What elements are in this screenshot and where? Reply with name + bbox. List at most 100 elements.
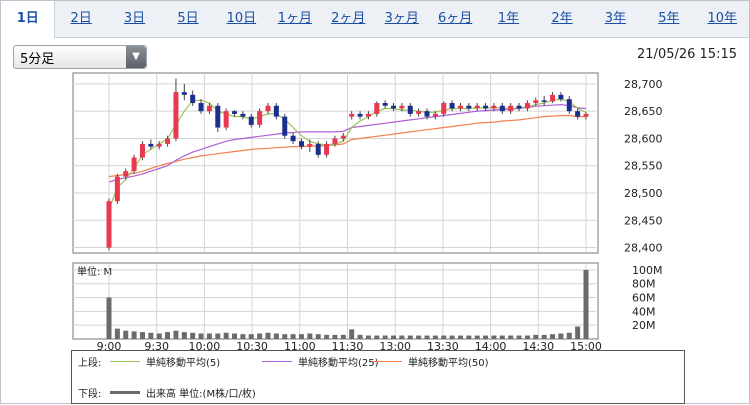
price-tick-label: 28,600 [624,132,663,145]
tab-13[interactable]: 10年 [707,11,738,26]
candle-body [156,143,162,147]
volume-bar [349,329,355,339]
interval-select-value: 5分足 [20,52,55,67]
legend-upper-label: 上段: [78,358,102,369]
candle-body [524,103,530,109]
tab-12[interactable]: 5年 [658,11,680,26]
volume-bar [407,335,413,339]
volume-bar [566,332,572,339]
candle-body [139,143,145,158]
volume-bar [165,332,171,339]
volume-tick-label: 100M [632,264,663,277]
price-tick-label: 28,400 [624,242,663,255]
candle-body [165,138,171,144]
interval-select[interactable]: 5分足 ▼ [13,45,147,69]
volume-bar [332,334,338,339]
price-tick-label: 28,700 [624,78,663,91]
tab-10[interactable]: 2年 [551,11,573,26]
candle-body [223,111,229,128]
candle-body [499,105,505,112]
volume-bar [541,334,547,339]
chart-datetime: 21/05/26 15:15 [637,47,737,62]
tab-9[interactable]: 1年 [497,11,520,26]
tab-3[interactable]: 5日 [177,11,199,26]
volume-bar [449,335,455,339]
volume-bar [499,335,505,339]
tab-7[interactable]: 3ヶ月 [384,11,419,26]
candle-body [307,143,313,147]
time-tick-label: 10:00 [189,340,221,353]
volume-bar [516,335,522,339]
candle-body [123,171,129,177]
candle-body [516,105,522,109]
time-tick-label: 9:30 [144,340,169,353]
volume-bar [524,335,530,339]
candle-body [550,94,556,102]
volume-bar [282,334,288,339]
volume-bar [290,334,296,339]
volume-bar [139,332,145,339]
candle-body [190,94,196,103]
candle-body [441,103,447,114]
candle-body [474,105,480,109]
tab-5[interactable]: 1ヶ月 [277,11,312,26]
tab-1[interactable]: 2日 [70,11,92,26]
ma5-swatch [110,361,140,362]
time-tick-label: 9:00 [97,340,122,353]
candle-body [566,99,572,112]
ma25-swatch [262,361,292,362]
tab-2[interactable]: 3日 [123,11,146,26]
volume-tick-label: 60M [632,292,656,305]
candle-body [449,103,455,109]
candle-body [541,100,547,102]
candle-body [315,143,321,155]
volume-bar [558,333,564,339]
time-tick-label: 14:00 [475,340,507,353]
candle-body [424,111,430,117]
candle-body [533,100,539,103]
volume-bar [533,334,539,339]
volume-bar [181,332,187,339]
volume-bar [248,334,254,339]
tab-8[interactable]: 6ヶ月 [437,11,473,26]
volume-bar [382,335,388,339]
volume-bar [131,331,137,339]
candle-body [232,111,238,114]
candle-body [365,113,371,117]
time-tick-label: 15:00 [570,340,602,353]
tab-6[interactable]: 2ヶ月 [331,11,366,26]
candle-body [583,113,589,117]
price-panel [72,72,599,254]
tab-0[interactable]: 1日 [1,1,56,38]
candle-body [248,116,254,125]
tab-11[interactable]: 3年 [604,11,627,26]
candle-body [374,103,380,114]
candle-body [290,135,296,142]
candle-body [558,94,564,100]
ma50-swatch [372,361,402,362]
volume-bar [416,335,422,339]
volume-bar [583,269,589,339]
volume-bar [550,334,556,339]
volume-bar [483,335,489,339]
candle-body [391,105,397,109]
candle-body [215,105,221,128]
volume-bar [190,332,196,339]
candle-body [240,113,246,117]
volume-bar [215,333,221,339]
chevron-down-icon[interactable]: ▼ [126,46,146,68]
volume-bar [223,332,229,339]
volume-bar [232,333,238,339]
time-tick-label: 14:30 [522,340,554,353]
volume-bar [374,335,380,339]
candle-body [198,103,204,112]
time-tick-label: 11:30 [332,340,364,353]
candle-body [399,105,405,109]
candle-body [432,113,438,117]
candle-body [114,176,120,202]
volume-bar [298,334,304,339]
tab-4[interactable]: 10日 [226,11,257,26]
legend-lower-label: 下段: [78,389,102,400]
volume-bar [156,333,162,339]
